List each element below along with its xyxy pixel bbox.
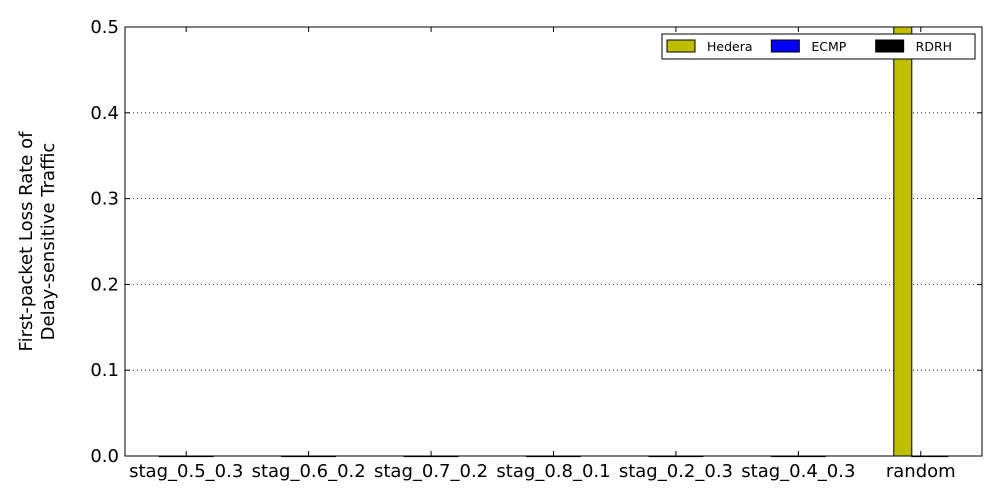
grid-lines — [125, 112, 982, 371]
bars — [158, 26, 949, 458]
x-tick-label: stag_0.8_0.1 — [496, 461, 610, 482]
legend-swatch-rdrh — [875, 39, 905, 53]
bar-hedera-6 — [893, 26, 913, 457]
x-tick-label: stag_0.2_0.3 — [619, 461, 733, 482]
y-tick-label: 0.4 — [90, 103, 119, 124]
y-axis-label-line: Delay-sensitive Traffic — [38, 143, 59, 341]
legend-swatch-ecmp — [770, 39, 800, 53]
y-axis-label: First-packet Loss Rate of Delay-sensitive… — [16, 131, 59, 352]
y-tick-label: 0.0 — [90, 446, 119, 467]
x-tick-label: stag_0.6_0.2 — [252, 461, 366, 482]
x-tick-label: stag_0.7_0.2 — [374, 461, 488, 482]
y-ticks: 0.0 0.1 0.2 0.3 0.4 0.5 — [90, 17, 982, 467]
x-tick-label: random — [886, 461, 956, 482]
y-axis-label-line: First-packet Loss Rate of — [16, 131, 37, 352]
y-tick-label: 0.5 — [90, 17, 119, 38]
y-tick-label: 0.2 — [90, 274, 119, 295]
y-tick-label: 0.1 — [90, 360, 119, 381]
y-tick-label: 0.3 — [90, 189, 119, 210]
x-ticks: stag_0.5_0.3 stag_0.6_0.2 stag_0.7_0.2 stag… — [129, 27, 956, 482]
legend-swatch-hedera — [666, 39, 696, 53]
plot-frame — [124, 26, 983, 457]
legend-label-ecmp: ECMP — [811, 39, 846, 54]
legend-label-rdrh: RDRH — [916, 39, 952, 54]
x-tick-label: stag_0.4_0.3 — [741, 461, 855, 482]
legend: Hedera ECMP RDRH — [661, 33, 976, 60]
legend-label-hedera: Hedera — [707, 39, 753, 54]
x-tick-label: stag_0.5_0.3 — [129, 461, 243, 482]
legend-box — [661, 33, 976, 60]
